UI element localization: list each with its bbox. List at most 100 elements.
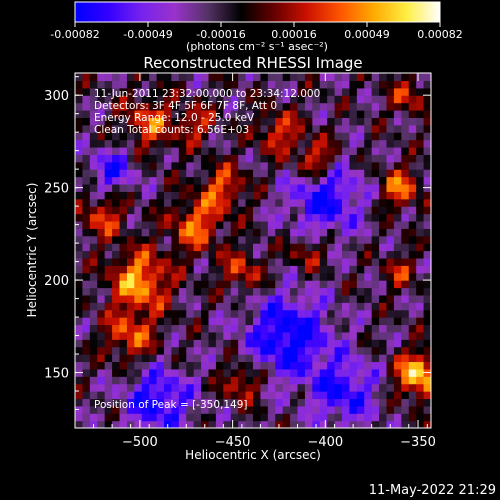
heatmap-cell xyxy=(260,294,269,303)
heatmap-cell xyxy=(267,220,276,229)
heatmap-cell xyxy=(186,146,195,155)
heatmap-cell xyxy=(312,124,321,133)
heatmap-cell xyxy=(104,169,113,178)
heatmap-cell xyxy=(208,309,217,318)
heatmap-cell xyxy=(349,302,358,311)
heatmap-cell xyxy=(178,317,187,326)
heatmap-cell xyxy=(312,235,321,244)
heatmap-cell xyxy=(327,324,336,333)
heatmap-cell xyxy=(230,183,239,192)
heatmap-cell xyxy=(297,405,306,414)
heatmap-cell xyxy=(327,250,336,259)
heatmap-cell xyxy=(89,117,98,126)
heatmap-cell xyxy=(97,376,106,385)
heatmap-cell xyxy=(134,228,143,237)
heatmap-cell xyxy=(401,354,410,363)
heatmap-cell xyxy=(290,109,299,118)
heatmap-cell xyxy=(371,420,380,428)
heatmap-cell xyxy=(141,206,150,215)
heatmap-cell xyxy=(238,102,247,111)
heatmap-cell xyxy=(349,102,358,111)
heatmap-cell xyxy=(126,302,135,311)
heatmap-cell xyxy=(186,420,195,428)
heatmap-cell xyxy=(423,346,431,355)
heatmap-cell xyxy=(319,317,328,326)
heatmap-cell xyxy=(304,117,313,126)
heatmap-cell xyxy=(408,361,417,370)
heatmap-cell xyxy=(104,346,113,355)
heatmap-cell xyxy=(104,368,113,377)
heatmap-cell xyxy=(327,161,336,170)
heatmap-cell xyxy=(282,265,291,274)
heatmap-cell xyxy=(156,95,165,104)
heatmap-cell xyxy=(208,235,217,244)
heatmap-cell xyxy=(379,80,388,89)
heatmap-cell xyxy=(141,213,150,222)
heatmap-cell xyxy=(267,228,276,237)
heatmap-cell xyxy=(319,368,328,377)
heatmap-cell xyxy=(119,73,128,81)
heatmap-cell xyxy=(119,368,128,377)
heatmap-cell xyxy=(267,198,276,207)
heatmap-cell xyxy=(208,161,217,170)
heatmap-cell xyxy=(245,198,254,207)
heatmap-cell xyxy=(164,213,173,222)
heatmap-cell xyxy=(393,398,402,407)
heatmap-cell xyxy=(193,235,202,244)
heatmap-cell xyxy=(97,109,106,118)
heatmap-cell xyxy=(364,220,373,229)
heatmap-cell xyxy=(379,339,388,348)
heatmap-cell xyxy=(126,309,135,318)
heatmap-cell xyxy=(97,361,106,370)
heatmap-cell xyxy=(401,413,410,422)
heatmap-cell xyxy=(356,383,365,392)
heatmap-cell xyxy=(282,80,291,89)
heatmap-cell xyxy=(282,376,291,385)
heatmap-cell xyxy=(327,420,336,428)
heatmap-cell xyxy=(245,287,254,296)
heatmap-cell xyxy=(260,346,269,355)
heatmap-cell xyxy=(290,250,299,259)
heatmap-cell xyxy=(215,213,224,222)
heatmap-cell xyxy=(393,228,402,237)
heatmap-cell xyxy=(141,376,150,385)
heatmap-cell xyxy=(364,213,373,222)
heatmap-cell xyxy=(423,331,431,340)
heatmap-cell xyxy=(371,339,380,348)
heatmap-cell xyxy=(208,109,217,118)
heatmap-cell xyxy=(104,324,113,333)
heatmap-cell xyxy=(253,302,262,311)
heatmap-cell xyxy=(297,228,306,237)
heatmap-cell xyxy=(356,191,365,200)
heatmap-cell xyxy=(171,191,180,200)
heatmap-cell xyxy=(215,331,224,340)
heatmap-cell xyxy=(134,250,143,259)
heatmap-cell xyxy=(186,220,195,229)
heatmap-cell xyxy=(97,294,106,303)
heatmap-cell xyxy=(178,235,187,244)
heatmap-cell xyxy=(364,228,373,237)
heatmap-cell xyxy=(319,243,328,252)
heatmap-cell xyxy=(327,257,336,266)
heatmap-cell xyxy=(178,154,187,163)
heatmap-cell xyxy=(186,198,195,207)
heatmap-cell xyxy=(319,213,328,222)
heatmap-cell xyxy=(82,146,91,155)
heatmap-cell xyxy=(82,206,91,215)
heatmap-cell xyxy=(297,391,306,400)
heatmap-cell xyxy=(230,346,239,355)
heatmap-cell xyxy=(408,391,417,400)
heatmap-cell xyxy=(119,213,128,222)
heatmap-cell xyxy=(304,250,313,259)
heatmap-cell xyxy=(75,250,84,259)
heatmap-cell xyxy=(319,302,328,311)
heatmap-cell xyxy=(112,331,121,340)
heatmap-cell xyxy=(119,354,128,363)
heatmap-cell xyxy=(408,169,417,178)
heatmap-cell xyxy=(230,176,239,185)
heatmap-cell xyxy=(215,265,224,274)
heatmap-cell xyxy=(275,220,284,229)
heatmap-cell xyxy=(97,80,106,89)
heatmap-cell xyxy=(267,176,276,185)
heatmap-cell xyxy=(379,235,388,244)
